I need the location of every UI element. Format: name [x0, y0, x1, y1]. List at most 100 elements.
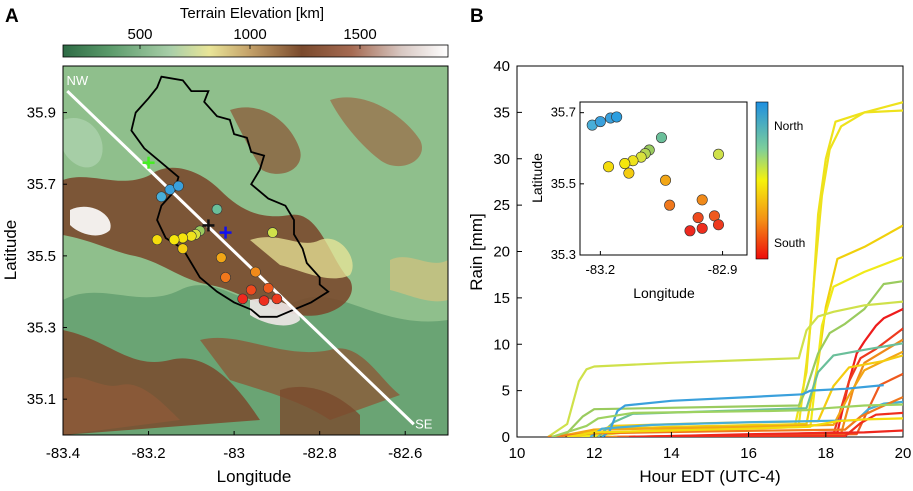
rain-ytick-label: 20: [493, 244, 510, 261]
inset-gauge-point: [684, 225, 696, 237]
map-xtick-label: -82.8: [303, 445, 337, 462]
rain-xtick-label: 18: [817, 445, 834, 462]
inset-gauge-point: [594, 116, 606, 128]
rain-ytick-label: 35: [493, 104, 510, 121]
inset-xtick-label: -82.9: [708, 262, 738, 277]
rain-series-s6: [547, 300, 903, 437]
colorbar-ticks: 500 1000 1500: [127, 26, 377, 49]
map-xtick-label: -82.6: [388, 445, 422, 462]
inset-ytick-label: 35.5: [551, 176, 576, 191]
rain-series-s20: [628, 429, 903, 437]
panel-label-a: A: [5, 6, 19, 27]
rain-series-s12: [574, 354, 903, 437]
map-ytick-label: 35.1: [27, 391, 56, 408]
map-ytick-label: 35.5: [27, 248, 56, 265]
colorbar-north-label: North: [774, 119, 803, 133]
map-xtick-label: -83: [223, 445, 245, 462]
rain-xtick-label: 16: [740, 445, 757, 462]
inset-gauge-point: [660, 174, 672, 186]
rain-gauge-marker: [263, 282, 274, 294]
watershed-outline: [130, 75, 330, 318]
inset-gauge-point: [655, 132, 667, 144]
rain-gauge-marker: [211, 204, 223, 215]
rain-xtick-label: 10: [509, 445, 526, 462]
rain-series-s18: [632, 411, 903, 437]
rain-gauge-marker: [220, 272, 231, 283]
black-plus-marker: [202, 219, 215, 232]
rain-ytick-label: 30: [493, 151, 510, 168]
colorbar-title: Terrain Elevation [km]: [180, 5, 324, 22]
panel-label-b: B: [470, 6, 484, 27]
inset-scatter: -83.2 -82.9 35.3 35.5 35.7 Longitude Latitud…: [529, 101, 805, 301]
rain-gauge-marker: [177, 243, 189, 255]
transect-end-label: SE: [415, 416, 433, 431]
rain-xtick-label: 12: [586, 445, 603, 462]
map-ytick-label: 35.9: [27, 105, 56, 122]
map-frame: [62, 65, 449, 436]
rain-gauge-marker: [168, 234, 180, 246]
blue-plus-marker: [219, 226, 232, 239]
rain-gauge-marker: [215, 252, 227, 263]
rain-series-s11: [597, 342, 903, 437]
rain-xtick-label: 14: [663, 445, 680, 462]
transect-start-label: NW: [66, 73, 88, 88]
colorbar-tick-label: 500: [127, 26, 152, 43]
rain-ylabel: Rain [mm]: [467, 213, 486, 290]
inset-gauge-point: [664, 199, 676, 211]
map-ylabel: Latitude: [1, 220, 20, 281]
inset-ylabel: Latitude: [529, 153, 545, 203]
inset-gauge-point: [611, 111, 623, 123]
rain-gauge-marker: [267, 227, 278, 238]
rain-ytick-label: 15: [493, 290, 510, 307]
rain-gauge-marker: [177, 232, 189, 244]
map-ytick-label: 35.7: [27, 176, 56, 193]
rain-ytick-label: 40: [493, 58, 510, 75]
inset-gauge-point: [712, 219, 724, 231]
rain-gauge-marker: [173, 180, 184, 192]
map-ytick-label: 35.3: [27, 320, 56, 337]
rain-gauge-marker: [237, 293, 248, 305]
map-xtick-label: -83.4: [46, 445, 80, 462]
rain-series: [547, 101, 903, 437]
rain-xlabel: Hour EDT (UTC-4): [639, 467, 780, 486]
rain-line-panel: 10 12 14 16 18 20 0 5 10 15 20 25 30 35 40 Hour EDT (U…: [467, 58, 911, 486]
transect-line: [66, 89, 415, 426]
rain-xtick-label: 20: [895, 445, 912, 462]
rain-gauge-marker: [271, 293, 283, 305]
rain-ytick-label: 5: [502, 383, 510, 400]
rain-series-s17: [551, 403, 903, 437]
rain-gauge-marker: [156, 191, 167, 203]
green-plus-marker: [142, 156, 155, 169]
rain-ytick-label: 25: [493, 197, 510, 214]
rain-gauge-marker: [250, 266, 261, 278]
rain-ytick-label: 0: [502, 429, 510, 446]
terrain-colorbar: [62, 44, 449, 58]
map-xtick-label: -83.2: [131, 445, 165, 462]
colorbar-south-label: South: [774, 236, 805, 250]
rain-axes: 10 12 14 16 18 20 0 5 10 15 20 25 30 35 40: [493, 58, 911, 462]
terrain-map-panel: Terrain Elevation [km] 500 1000 1500 NW SE…: [1, 5, 449, 486]
inset-gauge-point: [696, 194, 708, 206]
map-xlabel: Longitude: [217, 467, 292, 486]
rain-ytick-label: 10: [493, 336, 510, 353]
rain-gauge-marker: [258, 295, 270, 306]
rain-gauge-marker: [245, 284, 257, 296]
colorbar-tick-label: 1000: [233, 26, 266, 43]
north-south-colorbar: [755, 101, 769, 260]
map-axes: -83.4 -83.2 -83 -82.8 -82.6 35.1 35.3 35.5 35.7 3…: [27, 105, 423, 462]
rain-gauge-marker: [151, 234, 163, 246]
rain-series-s14: [601, 384, 884, 437]
colorbar-tick-label: 1500: [343, 26, 376, 43]
inset-gauge-point: [692, 212, 704, 224]
rain-gauge-marker: [186, 230, 197, 242]
inset-gauge-point: [623, 167, 635, 179]
inset-gauge-point: [603, 161, 615, 173]
inset-gauge-point: [619, 158, 631, 170]
inset-gauge-point: [712, 148, 724, 160]
inset-xlabel: Longitude: [633, 285, 695, 301]
inset-ytick-label: 35.3: [551, 247, 576, 262]
inset-gauge-point: [696, 222, 708, 234]
inset-xtick-label: -83.2: [586, 262, 616, 277]
terrain-heatmap: [63, 66, 448, 435]
